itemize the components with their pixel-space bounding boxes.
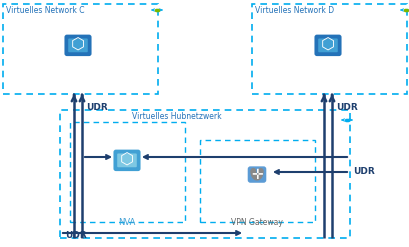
Bar (252, 4, 406, 94)
Bar (70, 122, 184, 222)
Text: UDR: UDR (86, 103, 108, 111)
Text: Virtuelles Hubnetzwerk: Virtuelles Hubnetzwerk (132, 112, 222, 121)
Bar (200, 140, 314, 222)
Bar (3, 4, 157, 94)
FancyBboxPatch shape (248, 167, 265, 182)
Text: NVA: NVA (118, 218, 135, 227)
Text: ⬡: ⬡ (320, 38, 334, 53)
Text: UDR: UDR (335, 103, 357, 111)
Text: ⬡: ⬡ (71, 38, 85, 53)
Text: ✛: ✛ (250, 167, 262, 182)
Text: UDR: UDR (352, 167, 374, 177)
Text: Virtuelles Network D: Virtuelles Network D (254, 6, 333, 15)
FancyBboxPatch shape (315, 36, 339, 55)
Text: VPN Gateway: VPN Gateway (231, 218, 282, 227)
Bar (60, 110, 349, 238)
Text: UDR: UDR (65, 231, 87, 240)
FancyBboxPatch shape (114, 151, 139, 170)
Text: ⬡: ⬡ (120, 153, 134, 168)
FancyBboxPatch shape (117, 153, 137, 167)
FancyBboxPatch shape (68, 39, 88, 52)
FancyBboxPatch shape (65, 36, 90, 55)
Text: Virtuelles Network C: Virtuelles Network C (6, 6, 84, 15)
FancyBboxPatch shape (317, 39, 337, 52)
